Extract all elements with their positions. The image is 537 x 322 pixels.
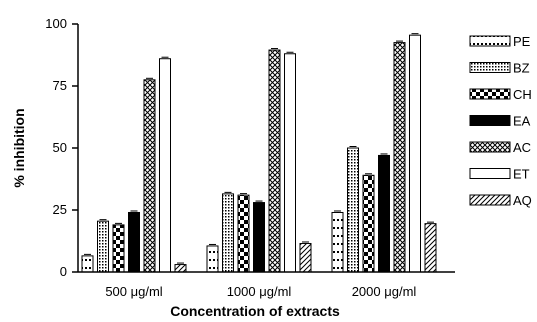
x-tick-labels: 500 μg/ml 1000 μg/ml 2000 μg/ml — [105, 284, 416, 299]
y-tick-label: 25 — [53, 202, 67, 217]
legend-label-et: ET — [513, 167, 530, 182]
x-tick-label: 500 μg/ml — [105, 284, 162, 299]
bar-bz — [347, 147, 359, 273]
bar-ch — [237, 194, 250, 273]
y-tick-label: 0 — [60, 264, 67, 279]
bar-pe — [81, 255, 94, 273]
y-tick-label: 75 — [53, 78, 67, 93]
bar-ac — [268, 49, 281, 273]
y-axis-title: % inhibition — [11, 108, 27, 187]
y-tick-label: 50 — [53, 140, 67, 155]
legend-label-pe: PE — [513, 34, 531, 49]
bar-ea — [253, 202, 265, 273]
bar-bz — [222, 193, 234, 273]
bar-ea — [378, 154, 390, 273]
bar-ac — [143, 79, 156, 273]
bar-aq — [424, 223, 437, 273]
bar-ch — [112, 224, 125, 273]
bar-et — [409, 34, 421, 273]
legend-label-bz: BZ — [513, 61, 530, 76]
legend-swatch-et — [469, 168, 511, 179]
legend-swatch-bz — [469, 62, 511, 73]
bar-ea — [128, 211, 140, 273]
bar-ac — [393, 42, 406, 273]
legend-label-ch: CH — [513, 87, 532, 102]
legend-swatch-ea — [469, 115, 511, 126]
legend-swatch-ac — [469, 141, 511, 153]
legend-swatch-ch — [469, 88, 511, 100]
x-tick-label: 2000 μg/ml — [352, 284, 417, 299]
bar-pe — [206, 245, 219, 273]
plot-area — [72, 23, 437, 273]
x-tick-label: 1000 μg/ml — [227, 284, 292, 299]
legend-label-aq: AQ — [513, 193, 532, 208]
y-tick-label: 100 — [45, 16, 67, 31]
legend-swatch-aq — [469, 194, 511, 206]
bar-ch — [362, 174, 375, 273]
y-tick-labels: 0 25 50 75 100 — [45, 16, 67, 279]
bar-pe — [331, 211, 344, 273]
legend-swatch-pe — [469, 35, 511, 47]
bar-aq — [174, 264, 187, 273]
bar-bz — [97, 220, 109, 273]
x-axis-title: Concentration of extracts — [170, 303, 340, 319]
legend-label-ac: AC — [513, 140, 531, 155]
legend-label-ea: EA — [513, 114, 531, 129]
bar-et — [159, 58, 171, 273]
legend: PE BZ CH EA AC ET AQ — [469, 34, 532, 208]
bar-et — [284, 53, 296, 273]
bar-aq — [299, 242, 312, 273]
